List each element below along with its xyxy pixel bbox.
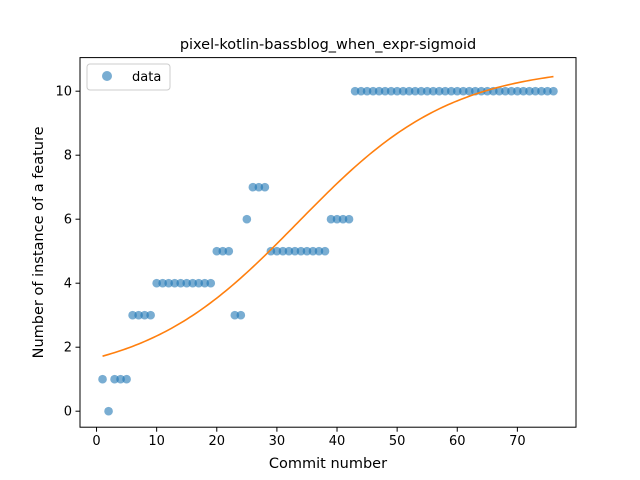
- x-tick-label: 30: [269, 434, 286, 449]
- data-point: [248, 182, 258, 192]
- data-point: [104, 406, 113, 416]
- data-point: [543, 86, 552, 96]
- data-point: [501, 86, 510, 96]
- data-point: [350, 86, 360, 96]
- data-point: [272, 246, 282, 256]
- data-point: [188, 278, 198, 288]
- data-point: [302, 246, 312, 256]
- data-point: [410, 86, 420, 96]
- plot-area: [98, 75, 558, 416]
- y-axis-label: Number of instance of a feature: [31, 126, 47, 358]
- data-point: [434, 86, 444, 96]
- data-point: [140, 310, 149, 320]
- data-point: [380, 86, 390, 96]
- data-point: [146, 310, 155, 320]
- x-tick-label: 50: [389, 434, 406, 449]
- data-point: [218, 246, 228, 256]
- data-point: [212, 246, 222, 256]
- data-point: [549, 86, 558, 96]
- data-point: [152, 278, 161, 288]
- data-point: [374, 86, 384, 96]
- x-tick-label: 60: [449, 434, 466, 449]
- data-point: [386, 86, 396, 96]
- data-point: [320, 246, 330, 256]
- data-point: [308, 246, 318, 256]
- data-point: [182, 278, 192, 288]
- data-point: [356, 86, 366, 96]
- data-point: [368, 86, 378, 96]
- data-point: [495, 86, 504, 96]
- data-point: [224, 246, 234, 256]
- legend: data: [86, 63, 171, 91]
- data-point: [416, 86, 426, 96]
- data-point: [260, 182, 270, 192]
- data-point: [116, 374, 125, 384]
- data-point: [326, 214, 336, 224]
- chart-title: pixel-kotlin-bassblog_when_expr-sigmoid: [180, 37, 476, 53]
- data-point: [392, 86, 402, 96]
- data-point: [452, 86, 462, 96]
- data-point: [206, 278, 216, 288]
- data-point: [404, 86, 414, 96]
- data-point: [507, 86, 516, 96]
- data-point: [98, 374, 107, 384]
- data-point: [236, 310, 246, 320]
- data-point: [422, 86, 432, 96]
- data-point: [513, 86, 522, 96]
- axes-frame: [79, 57, 577, 428]
- data-point: [332, 214, 342, 224]
- data-point: [344, 214, 354, 224]
- data-point: [458, 86, 468, 96]
- data-point: [158, 278, 167, 288]
- data-point: [362, 86, 372, 96]
- legend-box: [86, 63, 171, 91]
- data-point: [531, 86, 540, 96]
- data-point: [525, 86, 534, 96]
- data-point: [398, 86, 408, 96]
- data-point: [122, 374, 131, 384]
- data-point: [134, 310, 143, 320]
- data-point: [278, 246, 288, 256]
- fit-curve: [102, 75, 554, 357]
- x-tick-label: 10: [148, 434, 165, 449]
- data-point: [200, 278, 210, 288]
- y-tick-label: 2: [64, 341, 72, 356]
- data-point: [464, 86, 474, 96]
- data-point: [128, 310, 137, 320]
- x-tick-label: 20: [209, 434, 226, 449]
- legend-label-data: data: [132, 70, 161, 85]
- x-axis-label: Commit number: [269, 456, 387, 472]
- x-tick-label: 0: [92, 434, 100, 449]
- data-point: [537, 86, 546, 96]
- data-point: [440, 86, 450, 96]
- data-point: [338, 214, 348, 224]
- data-point: [194, 278, 204, 288]
- y-tick-label: 8: [64, 149, 72, 164]
- data-point: [290, 246, 300, 256]
- data-point: [314, 246, 324, 256]
- data-point: [110, 374, 119, 384]
- data-point: [176, 278, 186, 288]
- data-point: [254, 182, 264, 192]
- data-point: [164, 278, 173, 288]
- x-tick-label: 40: [329, 434, 346, 449]
- data-point: [284, 246, 294, 256]
- data-point: [446, 86, 456, 96]
- axes: 0 10 20 30 40 50 60 70 0 2 4 6 8 10: [55, 57, 577, 449]
- data-point: [296, 246, 306, 256]
- data-point: [230, 310, 240, 320]
- data-point: [428, 86, 438, 96]
- x-tick-label: 70: [509, 434, 526, 449]
- y-tick-label: 0: [64, 405, 72, 420]
- data-point: [519, 86, 528, 96]
- y-tick-label: 6: [64, 213, 72, 228]
- y-tick-label: 10: [55, 85, 72, 100]
- data-point: [170, 278, 179, 288]
- data-point: [266, 246, 276, 256]
- y-tick-label: 4: [64, 277, 72, 292]
- data-point: [242, 214, 252, 224]
- legend-marker-data: [102, 71, 112, 81]
